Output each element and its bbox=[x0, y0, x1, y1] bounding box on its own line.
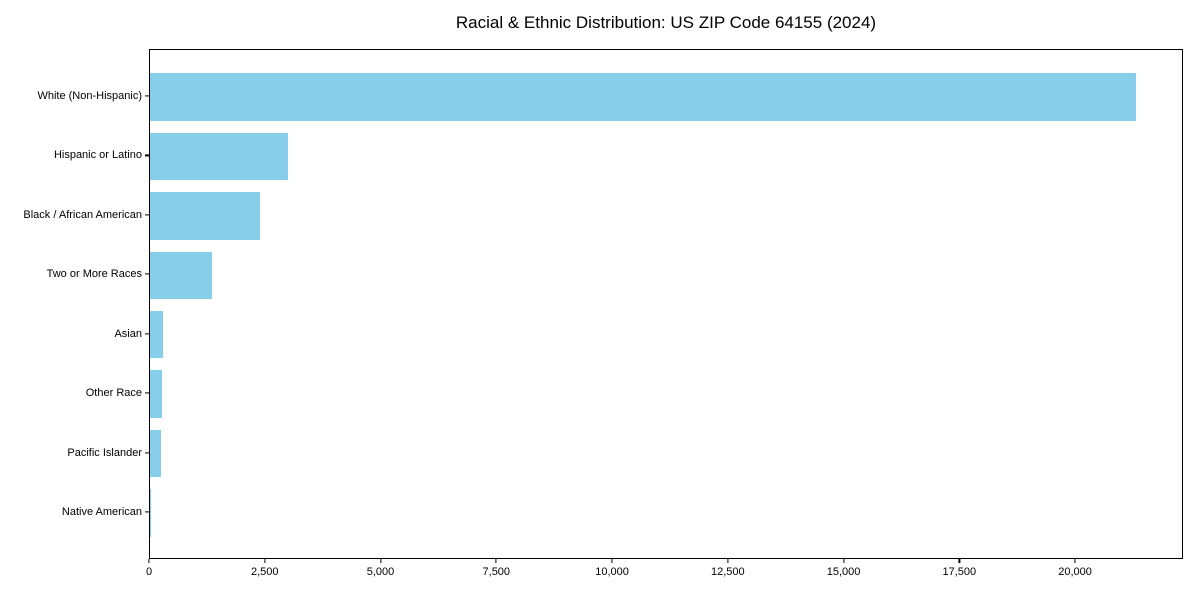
bar-asian bbox=[150, 310, 163, 359]
chart-title: Racial & Ethnic Distribution: US ZIP Cod… bbox=[455, 13, 877, 32]
plot-area bbox=[149, 49, 1183, 559]
x-tick-label: 20,000 bbox=[1058, 566, 1092, 578]
x-tick-mark bbox=[611, 559, 613, 563]
x-tick-mark bbox=[842, 559, 845, 563]
y-tick-label: Other Race bbox=[85, 387, 142, 400]
x-tick-mark bbox=[379, 559, 382, 563]
x-tick-label: 15,000 bbox=[826, 566, 861, 578]
y-tick-mark bbox=[145, 452, 149, 454]
y-tick-mark bbox=[145, 333, 149, 335]
bar-white-non-hispanic bbox=[150, 73, 1137, 121]
y-tick-label: Asian bbox=[114, 327, 142, 340]
y-tick-mark bbox=[145, 392, 149, 394]
bar-black-african-american bbox=[150, 192, 261, 240]
y-tick-label: Black / African American bbox=[23, 208, 142, 221]
y-tick-label: Pacific Islander bbox=[67, 446, 142, 459]
y-tick-label: Hispanic or Latino bbox=[53, 149, 142, 162]
x-tick-label: 5,000 bbox=[366, 566, 395, 578]
bar-two-or-more-races bbox=[150, 251, 213, 300]
y-tick-label: Native American bbox=[61, 506, 142, 519]
y-tick-mark bbox=[145, 511, 149, 513]
y-tick-label: White (Non-Hispanic) bbox=[37, 89, 142, 102]
x-tick-label: 10,000 bbox=[595, 566, 629, 578]
bar-native-american bbox=[150, 489, 151, 537]
y-tick-mark bbox=[145, 214, 149, 216]
x-tick-mark bbox=[495, 559, 497, 563]
bar-hispanic-or-latino bbox=[150, 132, 288, 181]
x-tick-label: 17,500 bbox=[942, 566, 977, 578]
y-tick-label: Two or More Races bbox=[46, 268, 142, 281]
y-tick-mark bbox=[145, 273, 149, 275]
x-tick-mark bbox=[264, 559, 266, 563]
x-tick-label: 7,500 bbox=[482, 566, 511, 578]
x-tick-label: 12,500 bbox=[710, 566, 745, 578]
x-tick-label: 0 bbox=[145, 566, 153, 578]
y-tick-mark bbox=[145, 95, 149, 97]
bar-other-race bbox=[150, 370, 163, 418]
x-tick-mark bbox=[958, 559, 960, 563]
y-tick-mark bbox=[145, 154, 149, 156]
bar-pacific-islander bbox=[150, 429, 162, 478]
x-tick-mark bbox=[148, 559, 150, 563]
x-tick-mark bbox=[727, 559, 729, 563]
x-tick-mark bbox=[1074, 559, 1076, 563]
x-tick-label: 2,500 bbox=[250, 566, 279, 578]
